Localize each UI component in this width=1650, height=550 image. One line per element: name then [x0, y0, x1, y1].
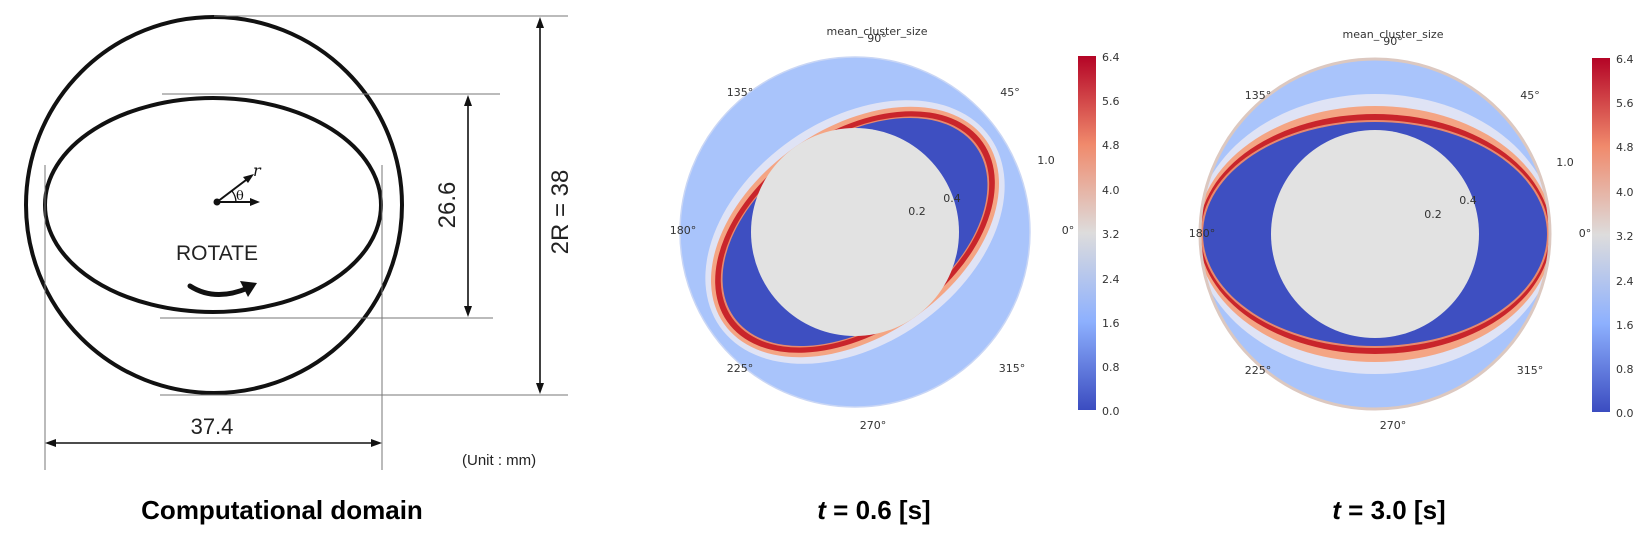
- cbar-tick: 0.0: [1102, 405, 1120, 418]
- cbar-tick: 3.2: [1616, 230, 1634, 243]
- angle-225: 225°: [727, 362, 754, 375]
- radial-label-4: 0.4: [943, 192, 961, 205]
- cbar-tick: 1.6: [1616, 319, 1634, 332]
- cbar-tick: 1.6: [1102, 317, 1120, 330]
- dim-horizontal: 37.4: [191, 414, 234, 439]
- radial-label-2: 0.2: [1424, 208, 1442, 221]
- radial-label-2: 0.2: [908, 205, 926, 218]
- cbar-tick: 2.4: [1102, 273, 1120, 286]
- polar-plot-t3.0: mean_cluster_size 90° 45° 135° 180° 0° 2…: [1189, 28, 1634, 432]
- angle-90: 90°: [867, 32, 887, 45]
- angle-315: 315°: [999, 362, 1026, 375]
- cbar-tick: 4.0: [1102, 184, 1120, 197]
- dim-vertical-inner: 26.6: [434, 182, 461, 229]
- colorbar: 6.4 5.6 4.8 4.0 3.2 2.4 1.6 0.8 0.0: [1078, 51, 1120, 418]
- colorbar: 6.4 5.6 4.8 4.0 3.2 2.4 1.6 0.8 0.0: [1592, 53, 1634, 420]
- inner-height-dimension: 26.6: [434, 95, 472, 317]
- angle-270: 270°: [860, 419, 887, 432]
- cbar-tick: 0.0: [1616, 407, 1634, 420]
- outer-diameter-dimension: 2R = 38: [536, 17, 574, 394]
- angle-225: 225°: [1245, 364, 1272, 377]
- radial-label-10: 1.0: [1556, 156, 1574, 169]
- cbar-tick: 2.4: [1616, 275, 1634, 288]
- angle-135: 135°: [1245, 89, 1272, 102]
- dim-vertical-outer: 2R = 38: [547, 170, 574, 255]
- cbar-tick: 4.0: [1616, 186, 1634, 199]
- angle-0: 0°: [1062, 224, 1075, 237]
- r-symbol: r: [253, 161, 262, 180]
- caption-domain: Computational domain: [141, 495, 423, 525]
- angle-90: 90°: [1383, 35, 1403, 48]
- cbar-tick: 6.4: [1102, 51, 1120, 64]
- width-dimension: 37.4: [45, 414, 382, 447]
- cbar-tick: 4.8: [1616, 141, 1634, 154]
- caption-t-value: = 0.6 [s]: [826, 495, 931, 525]
- cbar-tick: 5.6: [1102, 95, 1120, 108]
- plot-title: mean_cluster_size: [1343, 28, 1444, 41]
- angle-135: 135°: [727, 86, 754, 99]
- cbar-tick: 3.2: [1102, 228, 1120, 241]
- radial-label-4: 0.4: [1459, 194, 1477, 207]
- unit-note: (Unit : mm): [462, 452, 536, 469]
- radial-label-10: 1.0: [1037, 154, 1055, 167]
- cbar-tick: 0.8: [1616, 363, 1634, 376]
- rotate-label: ROTATE: [176, 242, 258, 265]
- inner-rotor-region: [1271, 130, 1479, 338]
- caption-t-symbol: t: [1332, 495, 1342, 525]
- angle-45: 45°: [1000, 86, 1020, 99]
- angle-45: 45°: [1520, 89, 1540, 102]
- angle-180: 180°: [1189, 227, 1216, 240]
- caption-t06: t = 0.6 [s]: [817, 495, 930, 525]
- outer-circle: [24, 15, 404, 395]
- angle-315: 315°: [1517, 364, 1544, 377]
- rotate-arrow-icon: [187, 281, 257, 297]
- polar-axes-icon: r θ: [213, 161, 262, 206]
- cbar-tick: 0.8: [1102, 361, 1120, 374]
- caption-t-value: = 3.0 [s]: [1341, 495, 1446, 525]
- cbar-tick: 6.4: [1616, 53, 1634, 66]
- cbar-tick: 5.6: [1616, 97, 1634, 110]
- theta-symbol: θ: [236, 189, 244, 204]
- plot-title: mean_cluster_size: [827, 25, 928, 38]
- inner-rotor-region: [751, 128, 959, 336]
- inner-ellipse: [43, 96, 383, 314]
- domain-diagram: 2R = 38 26.6 37.4 r θ ROTATE: [24, 15, 574, 470]
- cbar-tick: 4.8: [1102, 139, 1120, 152]
- angle-180: 180°: [670, 224, 697, 237]
- angle-270: 270°: [1380, 419, 1407, 432]
- caption-t30: t = 3.0 [s]: [1332, 495, 1445, 525]
- caption-t-symbol: t: [817, 495, 827, 525]
- polar-plot-t0.6: mean_cluster_size 90° 45° 135° 180° 0° 2…: [670, 25, 1120, 432]
- angle-0: 0°: [1579, 227, 1592, 240]
